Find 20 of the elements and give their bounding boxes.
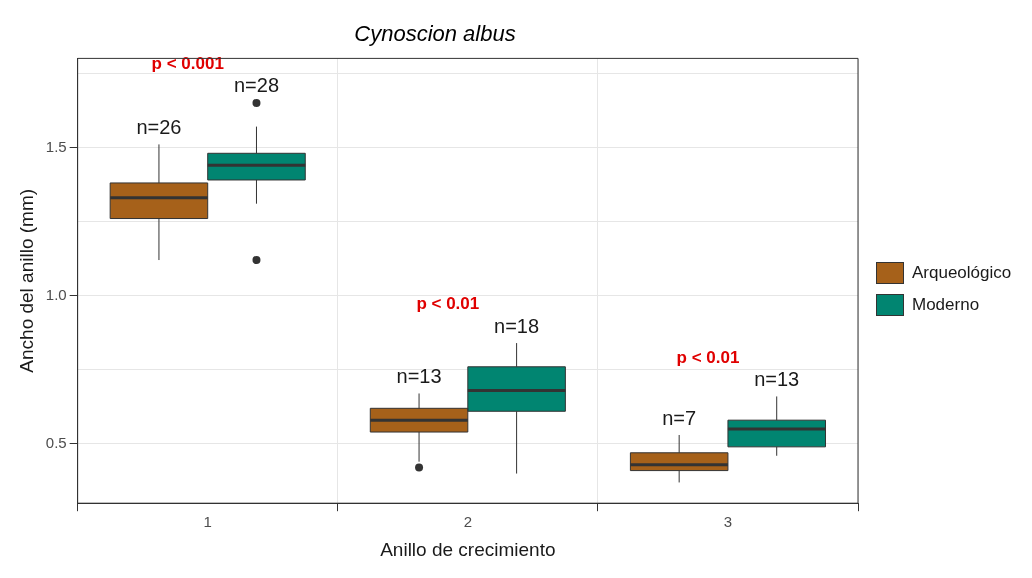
y-tick-label: 1.0	[45, 285, 67, 303]
legend-label: Arqueológico	[912, 263, 1012, 283]
annotation: n=28	[233, 74, 280, 97]
legend-label: Moderno	[912, 295, 980, 315]
x-axis-title: Anillo de crecimiento	[380, 538, 556, 560]
annotation: n=7	[662, 406, 697, 429]
annotation: n=26	[136, 115, 182, 138]
x-tick-label: 3	[723, 513, 733, 531]
annotation: n=13	[754, 367, 800, 390]
chart-title: Cynoscion albus	[354, 21, 516, 47]
x-tick-label: 2	[463, 513, 472, 531]
annotation: p < 0.01	[416, 294, 480, 314]
y-axis-title: Ancho del anillo (mm)	[15, 188, 37, 373]
annotation: n=18	[494, 314, 540, 337]
y-tick-label: 1.5	[45, 137, 67, 155]
annotation: p < 0.01	[676, 347, 740, 367]
annotation: p < 0.001	[151, 54, 224, 74]
y-tick-label: 0.5	[45, 434, 67, 452]
annotation: n=13	[396, 365, 442, 387]
x-tick-label: 1	[203, 513, 212, 531]
